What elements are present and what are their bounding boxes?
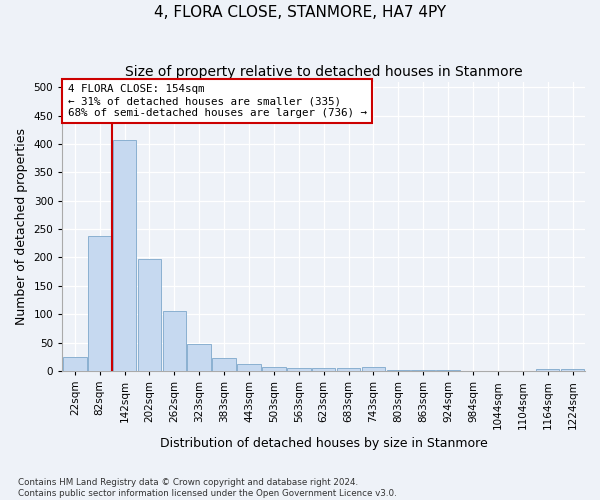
Bar <box>536 368 559 371</box>
Bar <box>312 368 335 371</box>
Bar <box>436 370 460 371</box>
Bar <box>287 368 311 371</box>
Title: Size of property relative to detached houses in Stanmore: Size of property relative to detached ho… <box>125 65 523 79</box>
Bar <box>412 370 435 371</box>
Text: Contains HM Land Registry data © Crown copyright and database right 2024.
Contai: Contains HM Land Registry data © Crown c… <box>18 478 397 498</box>
Bar <box>561 368 584 371</box>
Bar <box>212 358 236 371</box>
Bar <box>386 370 410 371</box>
Bar <box>137 258 161 371</box>
Bar <box>113 140 136 371</box>
Text: 4 FLORA CLOSE: 154sqm
← 31% of detached houses are smaller (335)
68% of semi-det: 4 FLORA CLOSE: 154sqm ← 31% of detached … <box>68 84 367 117</box>
Bar <box>262 367 286 371</box>
Bar <box>163 312 186 371</box>
X-axis label: Distribution of detached houses by size in Stanmore: Distribution of detached houses by size … <box>160 437 488 450</box>
Y-axis label: Number of detached properties: Number of detached properties <box>15 128 28 324</box>
Bar <box>63 356 86 371</box>
Bar <box>237 364 261 371</box>
Bar <box>187 344 211 371</box>
Text: 4, FLORA CLOSE, STANMORE, HA7 4PY: 4, FLORA CLOSE, STANMORE, HA7 4PY <box>154 5 446 20</box>
Bar <box>362 368 385 371</box>
Bar <box>88 236 112 371</box>
Bar <box>337 368 361 371</box>
